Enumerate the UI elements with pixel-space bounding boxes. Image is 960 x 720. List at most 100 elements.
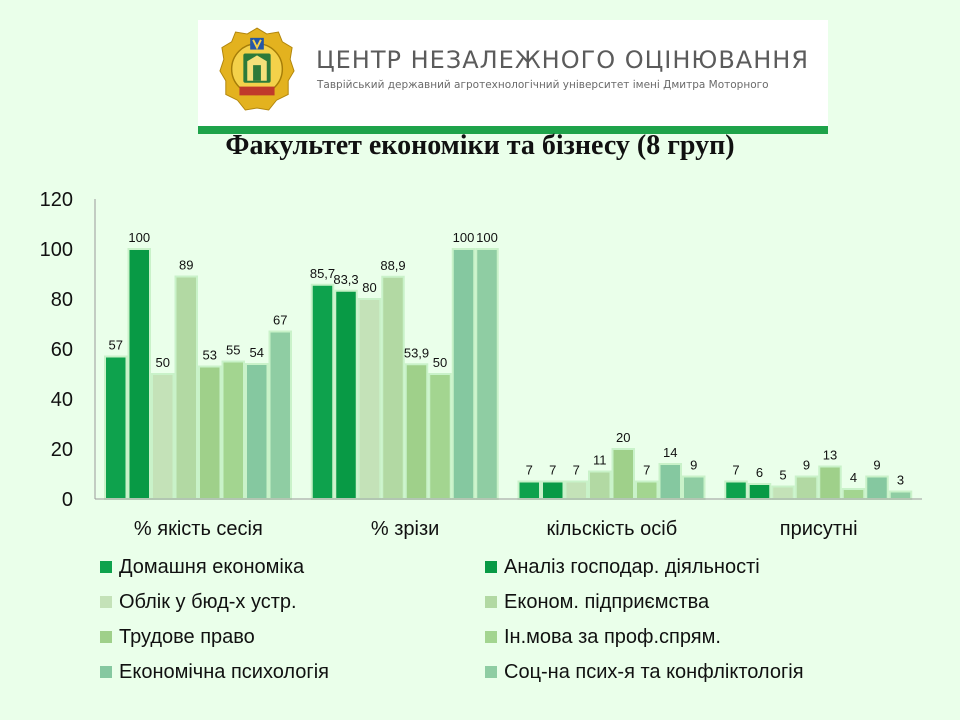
legend-item: Економ. підприємства [485,591,900,613]
data-label: 9 [690,458,697,473]
data-label: 13 [823,448,837,463]
data-label: 4 [850,470,857,485]
data-label: 14 [663,445,677,460]
bar [127,248,151,500]
legend-item: Соц-на псих-я та конфліктологія [485,661,900,683]
y-axis: 0 20 40 60 80 100 120 [40,189,96,511]
bar [381,275,405,500]
legend-label: Соц-на псих-я та конфліктологія [504,660,804,683]
data-label: 85,7 [310,266,335,281]
y-tick-label: 20 [51,439,73,461]
bar [104,355,128,500]
data-label: 54 [250,345,264,360]
bar [888,490,913,500]
bar [635,480,659,500]
legend-swatch [485,596,497,608]
legend-label: Облік у бюд-х устр. [119,590,297,613]
legend-item: Домашня економіка [100,556,485,578]
y-tick-label: 0 [62,489,73,511]
bar [794,475,819,500]
legend-label: Економ. підприємства [504,590,710,613]
bar [404,363,429,500]
legend-swatch [100,631,112,643]
data-label: 7 [549,463,556,478]
bar [771,485,795,500]
y-tick-label: 120 [40,189,73,211]
bar [658,463,682,500]
legend-item: Облік у бюд-х устр. [100,591,485,613]
legend-label: Аналіз господар. діяльності [504,555,760,578]
bar [268,330,292,500]
bar [451,248,476,500]
data-label: 50 [433,355,447,370]
data-label: 6 [756,465,763,480]
x-tick-label: % зрізи [371,518,439,540]
legend-label: Економічна психологія [119,660,329,683]
bar [475,248,499,500]
bar [334,289,358,500]
legend-item: Трудове право [100,626,485,648]
legend-swatch [485,666,497,678]
y-tick-label: 60 [51,339,73,361]
org-title: ЦЕНТР НЕЗАЛЕЖНОГО ОЦІНЮВАННЯ [316,46,809,74]
bar [151,373,175,500]
chart-legend: Домашня економіка Аналіз господар. діяльн… [100,556,900,683]
bar [841,488,866,500]
legend-label: Домашня економіка [119,555,305,578]
data-label: 67 [273,313,287,328]
data-label: 7 [526,463,533,478]
data-label: 88,9 [380,258,405,273]
legend-swatch [100,666,112,678]
bar [517,480,541,500]
legend-label: Трудове право [119,625,255,648]
legend-swatch [485,631,497,643]
bar [611,448,635,500]
chart-title: Факультет економіки та бізнесу (8 груп) [225,130,735,161]
header-banner: ЦЕНТР НЕЗАЛЕЖНОГО ОЦІНЮВАННЯ Таврійський… [198,20,828,134]
legend-label: Ін.мова за проф.спрям. [504,625,721,648]
data-label: 55 [226,343,240,358]
y-tick-label: 100 [40,239,73,261]
bar [588,470,612,500]
bar [724,480,748,500]
legend-item: Ін.мова за проф.спрям. [485,626,900,648]
org-subtitle: Таврійський державний агротехнологічний … [317,79,769,91]
bar [198,365,222,500]
data-label: 53 [203,348,217,363]
bar [221,360,245,500]
x-tick-label: присутні [780,518,858,540]
data-label: 100 [453,230,475,245]
data-label: 100 [476,230,498,245]
data-label: 89 [179,258,193,273]
university-seal-icon [219,27,295,111]
bar [747,483,772,500]
bar [245,363,269,500]
bar [174,275,198,500]
bar [865,475,889,500]
x-tick-label: кільскість осіб [547,518,678,540]
data-label: 53,9 [404,345,429,360]
bar [682,475,706,500]
chart-bars [104,248,913,500]
data-label: 7 [643,463,650,478]
legend-swatch [100,561,112,573]
data-label: 100 [128,230,150,245]
bar [818,465,842,500]
y-tick-label: 40 [51,389,73,411]
y-tick-label: 80 [51,289,73,311]
data-label: 50 [156,355,170,370]
data-label: 3 [897,473,904,488]
bar [357,298,382,500]
data-label: 57 [109,338,123,353]
bar [564,480,588,500]
x-tick-label: % якість сесія [134,518,263,540]
data-label: 9 [873,458,880,473]
data-label: 20 [616,430,630,445]
data-label: 11 [593,453,607,468]
data-label: 5 [779,468,786,483]
bar [428,373,452,500]
data-label: 80 [362,280,376,295]
bar [541,480,565,500]
legend-item: Економічна психологія [100,661,485,683]
